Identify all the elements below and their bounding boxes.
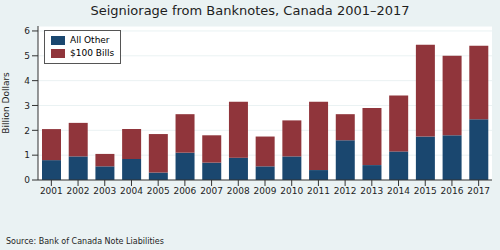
html-text:Seigniorage from Banknotes, Ca: Seigniorage from Banknotes, Canada 2001–… <box>90 3 410 18</box>
svg-text:0: 0 <box>24 175 30 185</box>
svg-text:2005: 2005 <box>147 186 170 196</box>
svg-text:2010: 2010 <box>280 186 303 196</box>
svg-text:2017: 2017 <box>467 186 490 196</box>
svg-text:2006: 2006 <box>173 186 196 196</box>
svg-text:2016: 2016 <box>440 186 463 196</box>
svg-text:2009: 2009 <box>254 186 277 196</box>
html-text:Source: Bank of Canada Note Li: Source: Bank of Canada Note Liabilities <box>6 237 164 246</box>
svg-text:2004: 2004 <box>120 186 143 196</box>
svg-text:2003: 2003 <box>93 186 116 196</box>
svg-text:4: 4 <box>24 76 30 86</box>
svg-text:2014: 2014 <box>387 186 410 196</box>
svg-text:2: 2 <box>24 126 30 136</box>
svg-text:6: 6 <box>24 26 30 36</box>
svg-text:Billion Dollars: Billion Dollars <box>8 72 11 134</box>
svg-text:5: 5 <box>24 51 30 61</box>
svg-text:2011: 2011 <box>307 186 330 196</box>
svg-text:3: 3 <box>24 101 30 111</box>
svg-text:2013: 2013 <box>360 186 383 196</box>
html-text:$100 Bills: $100 Bills <box>70 48 115 58</box>
svg-text:2007: 2007 <box>200 186 223 196</box>
svg-text:2015: 2015 <box>414 186 437 196</box>
svg-text:2001: 2001 <box>40 186 63 196</box>
svg-text:2008: 2008 <box>227 186 250 196</box>
svg-text:2002: 2002 <box>67 186 90 196</box>
svg-text:1: 1 <box>24 150 30 160</box>
svg-text:2012: 2012 <box>334 186 357 196</box>
html-text:All Other: All Other <box>70 35 110 45</box>
